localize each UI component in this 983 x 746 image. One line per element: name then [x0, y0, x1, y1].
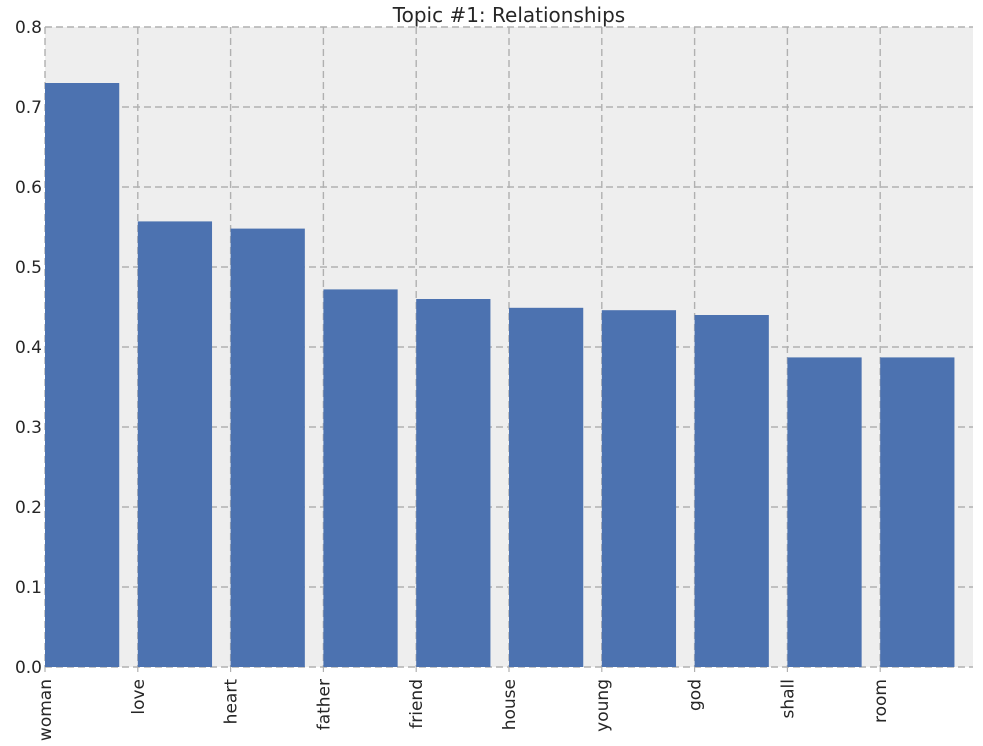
y-tick-label: 0.7 [15, 98, 42, 118]
y-axis: 0.0 0.1 0.2 0.3 0.4 0.5 0.6 0.7 0.8 [15, 18, 42, 678]
bar-house [509, 307, 584, 667]
y-tick-label: 0.3 [15, 418, 42, 438]
x-tick-label: woman [36, 679, 56, 741]
chart-title: Topic #1: Relationships [392, 3, 625, 27]
bar-heart [230, 228, 305, 667]
bars [45, 83, 955, 667]
bar-god [694, 315, 769, 667]
y-tick-label: 0.5 [15, 258, 42, 278]
x-tick-label: room [871, 679, 891, 723]
x-tick-label: god [686, 679, 706, 711]
x-tick-label: friend [407, 679, 427, 729]
bar-room [880, 357, 955, 667]
x-tick-label: shall [778, 679, 798, 719]
x-tick-label: heart [222, 679, 242, 725]
x-tick-label: young [593, 679, 613, 732]
bar-love [137, 221, 213, 667]
bar-father [323, 289, 398, 667]
y-tick-label: 0.0 [15, 658, 42, 678]
x-tick-label: house [500, 679, 520, 730]
bar-friend [416, 299, 491, 667]
y-tick-label: 0.8 [15, 18, 42, 38]
x-tick-label: love [129, 679, 149, 715]
bar-shall [787, 357, 862, 667]
bar-young [601, 310, 677, 667]
x-tick-label: father [314, 679, 334, 730]
x-axis: woman love heart father friend house young god s… [36, 667, 891, 741]
bar-woman [45, 83, 120, 667]
y-tick-label: 0.1 [15, 578, 42, 598]
y-tick-label: 0.6 [15, 178, 42, 198]
y-tick-label: 0.2 [15, 498, 42, 518]
y-tick-label: 0.4 [15, 338, 42, 358]
